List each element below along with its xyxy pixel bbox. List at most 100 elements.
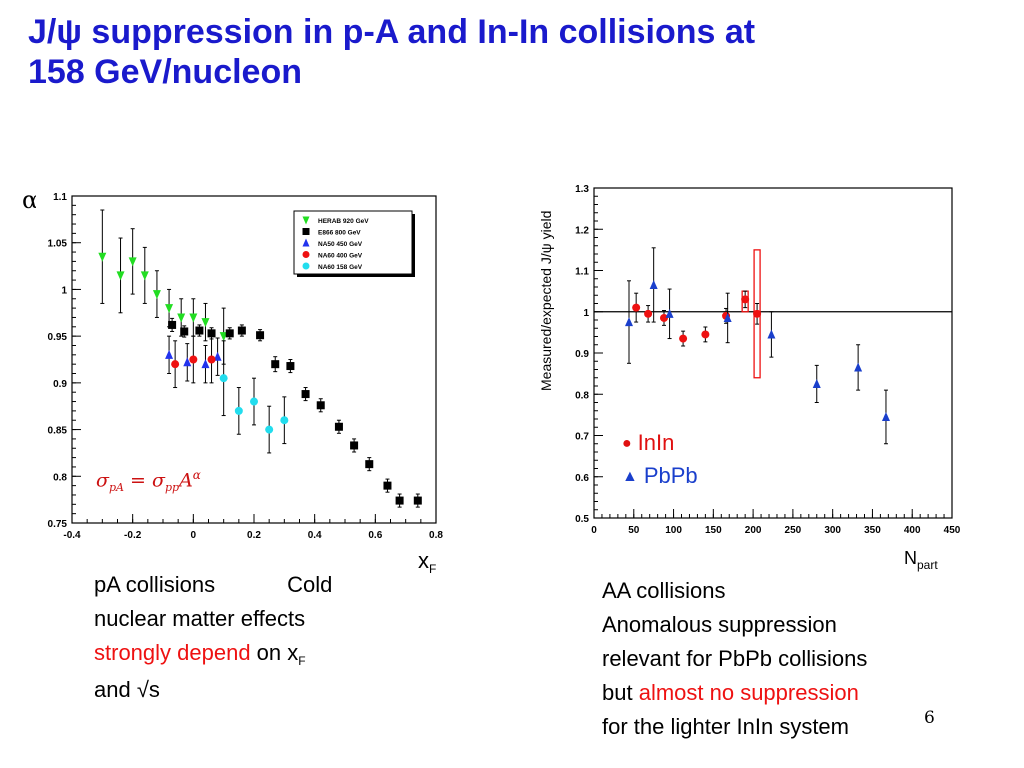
data-point [767,329,776,339]
y-tick-label: 0.6 [575,473,589,484]
x-tick-label: 250 [785,525,802,536]
data-point [280,416,289,425]
data-point [219,374,228,383]
data-point [413,496,422,505]
slide-title: J/ψ suppression in p-A and In-In collisi… [28,12,988,92]
y-tick-label: 1.3 [575,184,589,195]
x-tick-label: 0.4 [308,530,322,540]
y-tick-label: 1.05 [48,239,68,250]
data-point [128,257,137,267]
x-tick-label: 0.2 [247,530,261,540]
data-point [213,351,222,361]
data-point [649,279,658,289]
data-point [753,309,762,318]
y-tick-label: 0.8 [575,390,589,401]
data-point [250,397,258,406]
x-tick-label: 350 [864,525,881,536]
npart-axis-label: Npart [904,548,938,572]
series-pbpb [625,247,890,445]
cross-section-formula: σpA = σppAα [96,468,201,495]
series-na50-450-gev [165,335,222,384]
x-tick-label: 400 [904,525,921,536]
x-tick-label: 150 [705,525,722,536]
data-point [316,401,325,410]
data-point [644,309,653,318]
data-point [395,496,404,505]
data-point [201,318,210,328]
data-point [301,390,310,399]
legend-marker [302,228,310,235]
y-tick-label: 0.8 [53,472,67,483]
title-line-1: J/ψ suppression in p-A and In-In collisi… [28,13,756,51]
x-tick-label: 450 [944,525,961,536]
y-tick-label: 1.2 [575,225,589,236]
data-point [365,460,374,469]
data-point [189,355,198,364]
data-point [219,332,228,342]
y-tick-label: 0.7 [575,432,589,443]
x-tick-label: 0.6 [368,530,382,540]
x-tick-label: 200 [745,525,762,536]
x-tick-label: 0.8 [429,530,443,540]
x-tick-label: 100 [665,525,682,536]
data-point [632,303,641,312]
data-point [98,252,107,262]
data-point [854,362,863,372]
pa-collisions-text: pA collisions Cold nuclear matter effects… [94,572,333,702]
data-point [207,329,216,338]
y-tick-label: 1 [583,308,589,319]
y-tick-label: 0.5 [575,514,589,525]
alpha-vs-xf-chart: -0.4 -0.2 0 0.2 0.4 0.6 0.8 0.75 0.8 0.85 0.9 0.95 1… [36,178,446,540]
series-na60-400-gev [171,335,216,389]
data-point [165,349,174,359]
data-point [165,304,174,314]
data-point [234,406,243,415]
legend-marker [302,216,310,225]
data-point [741,295,750,304]
legend-label: HERAB 920 GeV [318,218,369,225]
data-point [177,313,186,323]
yield-vs-npart-chart: 0 50 100 150 200 250 300 350 400 450 0.5 0.6 0.7 0.8 0… [558,178,970,540]
y-tick-label: 0.75 [48,519,68,530]
data-point [679,334,688,343]
data-point [665,308,674,318]
series-herab-920-gev [98,209,228,365]
data-point [383,481,392,490]
y-tick-label: 0.9 [575,349,589,360]
x-tick-label: 0 [591,525,597,536]
data-point [723,312,732,322]
data-point [171,360,180,369]
legend-marker [302,238,310,247]
data-point [286,362,295,371]
legend-box [293,210,413,275]
x-tick-label: 0 [191,530,197,540]
y-tick-label: 1 [61,285,67,296]
x-tick-label: -0.4 [63,530,81,540]
data-point [256,331,265,340]
legend-marker [302,262,310,270]
data-point [265,425,274,434]
series-na60-158-gev [219,340,289,454]
y-tick-label: 1.1 [575,267,589,278]
data-point [116,271,125,281]
data-point [812,378,821,388]
data-point [237,326,246,335]
legend-marker [302,251,310,258]
data-point [201,359,210,369]
red-dot-icon: ● [622,435,632,452]
data-point [701,330,710,339]
data-point [350,441,359,450]
legend-label: E866 800 GeV [318,230,361,237]
data-point [207,355,216,364]
aa-collisions-text: AA collisions Anomalous suppression rele… [602,578,868,739]
data-point [183,357,192,367]
data-point [271,360,280,369]
data-point [180,327,189,336]
y-tick-label: 0.9 [53,379,67,390]
y-tick-label: 0.85 [48,426,68,437]
page-number: 6 [924,708,935,728]
data-point [152,290,161,300]
data-point [334,422,343,431]
xf-axis-label: xF [418,548,437,576]
legend-label: NA60 400 GeV [318,253,363,260]
